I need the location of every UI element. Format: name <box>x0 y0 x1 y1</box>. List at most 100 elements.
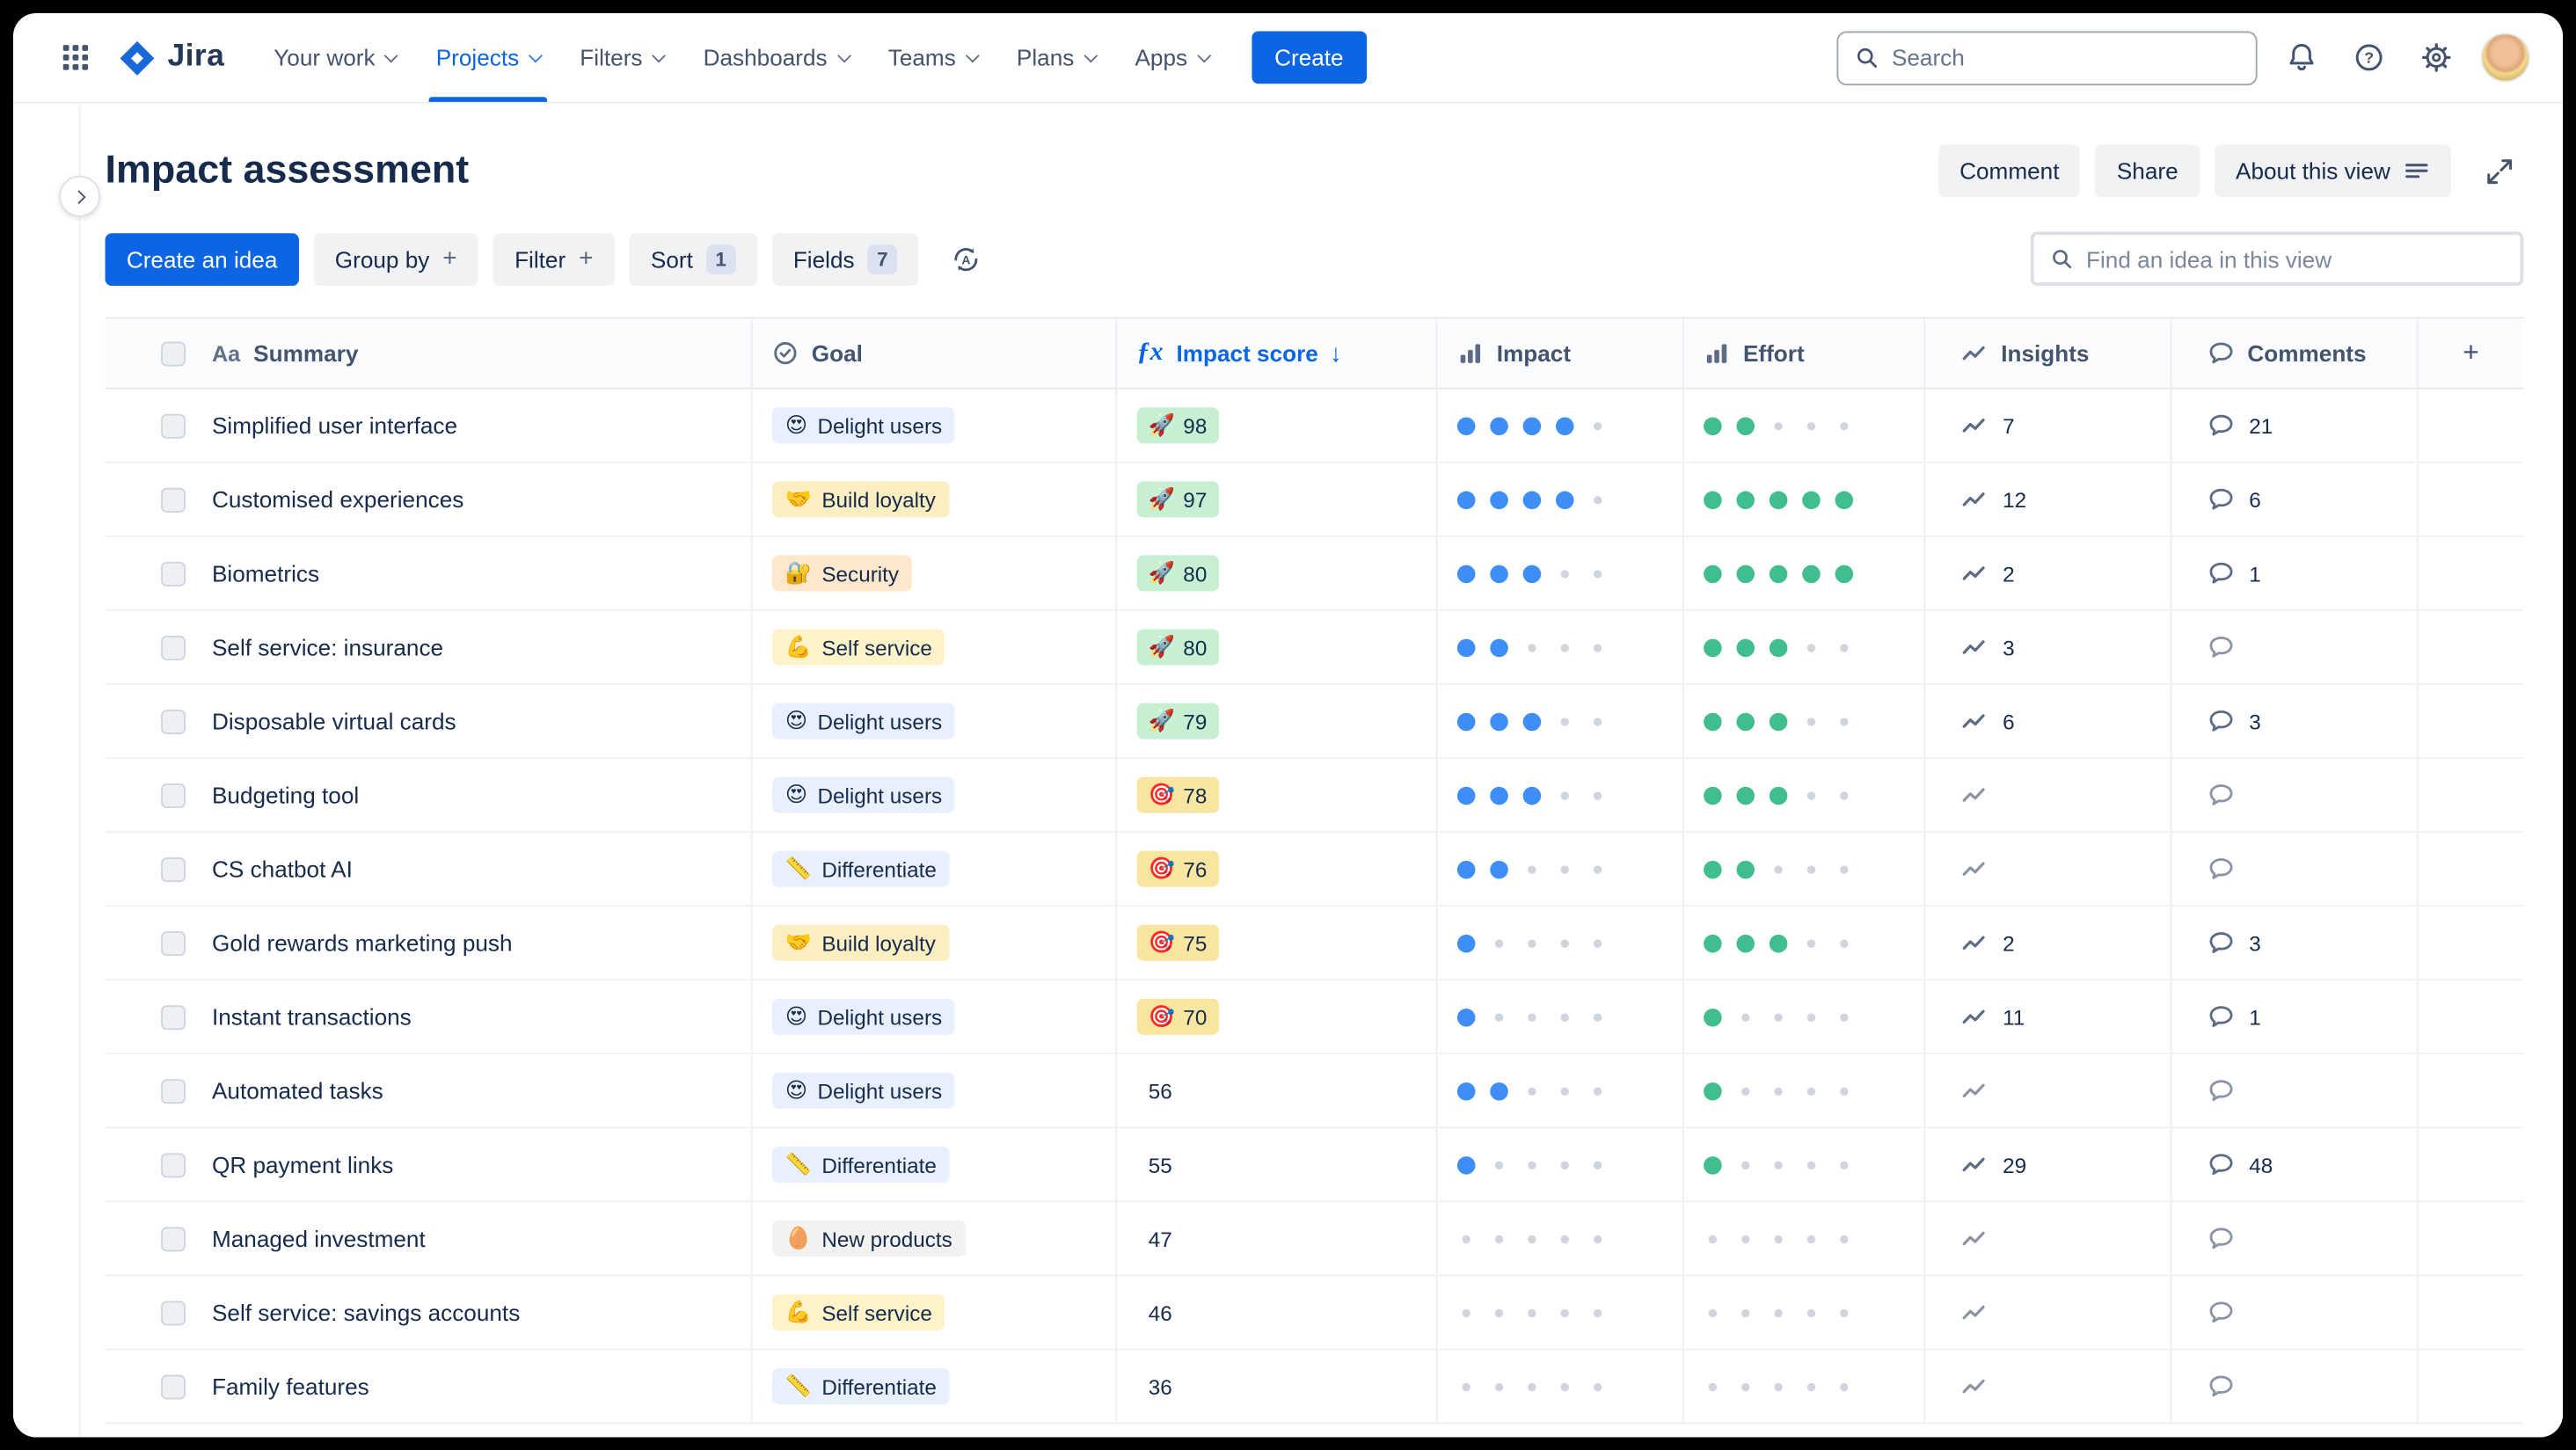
jira-home-link[interactable]: Jira <box>118 39 224 77</box>
row-checkbox[interactable] <box>161 709 186 734</box>
add-column-button[interactable]: + <box>2419 318 2524 387</box>
user-avatar[interactable] <box>2480 33 2530 83</box>
impact-cell[interactable] <box>1438 907 1684 980</box>
auto-sort-button[interactable]: A <box>942 234 991 283</box>
nav-apps[interactable]: Apps <box>1115 13 1229 102</box>
summary-cell[interactable]: Simplified user interface <box>106 389 753 462</box>
comments-cell[interactable] <box>2171 1054 2419 1127</box>
comments-cell[interactable] <box>2171 833 2419 906</box>
table-row[interactable]: CS chatbot AI 📏 Differentiate 🎯 76 <box>105 833 2524 907</box>
table-row[interactable]: Self service: savings accounts 💪 Self serv… <box>105 1276 2524 1351</box>
nav-filters[interactable]: Filters <box>560 13 683 102</box>
effort-cell[interactable] <box>1684 1350 1926 1423</box>
effort-cell[interactable] <box>1684 833 1926 906</box>
effort-cell[interactable] <box>1684 389 1926 462</box>
group-by-button[interactable]: Group by + <box>313 232 478 286</box>
goal-cell[interactable]: 📏 Differentiate <box>753 1350 1118 1423</box>
row-checkbox[interactable] <box>161 856 186 882</box>
row-checkbox[interactable] <box>161 1226 186 1251</box>
table-row[interactable]: Instant transactions 😍 Delight users 🎯 70 11 1 <box>105 980 2524 1055</box>
insights-cell[interactable] <box>1925 1276 2172 1349</box>
insights-cell[interactable] <box>1925 1350 2172 1423</box>
goal-cell[interactable]: 🤝 Build loyalty <box>753 907 1118 980</box>
app-switcher-button[interactable] <box>53 34 99 80</box>
goal-cell[interactable]: 💪 Self service <box>753 610 1118 684</box>
impact-cell[interactable] <box>1438 1202 1684 1275</box>
expand-view-button[interactable] <box>2474 146 2523 195</box>
comments-cell[interactable]: 3 <box>2171 907 2419 980</box>
effort-cell[interactable] <box>1684 1202 1926 1275</box>
impact-score-cell[interactable]: 🎯 76 <box>1117 833 1438 906</box>
row-checkbox[interactable] <box>161 412 186 438</box>
summary-cell[interactable]: Self service: savings accounts <box>106 1276 753 1349</box>
summary-cell[interactable]: Gold rewards marketing push <box>106 907 753 980</box>
effort-cell[interactable] <box>1684 1128 1926 1201</box>
summary-cell[interactable]: Managed investment <box>106 1202 753 1275</box>
impact-cell[interactable] <box>1438 1276 1684 1349</box>
insights-cell[interactable]: 12 <box>1925 463 2172 536</box>
nav-dashboards[interactable]: Dashboards <box>683 13 868 102</box>
summary-cell[interactable]: Instant transactions <box>106 980 753 1053</box>
table-row[interactable]: Automated tasks 😍 Delight users 56 <box>105 1054 2524 1129</box>
goal-cell[interactable]: 🥚 New products <box>753 1202 1118 1275</box>
create-idea-button[interactable]: Create an idea <box>105 232 299 286</box>
comments-cell[interactable]: 3 <box>2171 684 2419 758</box>
about-this-view-button[interactable]: About this view <box>2214 144 2452 198</box>
nav-your-work[interactable]: Your work <box>254 13 416 102</box>
impact-cell[interactable] <box>1438 536 1684 610</box>
insights-cell[interactable]: 29 <box>1925 1128 2172 1201</box>
table-row[interactable]: Self service: insurance 💪 Self service 🚀 80 3 <box>105 610 2524 685</box>
goal-cell[interactable]: 🤝 Build loyalty <box>753 463 1118 536</box>
summary-cell[interactable]: Customised experiences <box>106 463 753 536</box>
find-idea-input[interactable] <box>2086 245 2504 273</box>
settings-button[interactable] <box>2413 34 2459 80</box>
select-all-checkbox[interactable] <box>161 340 186 366</box>
impact-score-cell[interactable]: 🚀 80 <box>1117 610 1438 684</box>
table-row[interactable]: QR payment links 📏 Differentiate 55 29 48 <box>105 1128 2524 1203</box>
row-checkbox[interactable] <box>161 486 186 512</box>
impact-cell[interactable] <box>1438 389 1684 462</box>
insights-column-header[interactable]: Insights <box>1925 318 2172 388</box>
nav-teams[interactable]: Teams <box>868 13 996 102</box>
insights-cell[interactable]: 3 <box>1925 610 2172 684</box>
comments-cell[interactable] <box>2171 610 2419 684</box>
effort-cell[interactable] <box>1684 980 1926 1053</box>
nav-plans[interactable]: Plans <box>996 13 1115 102</box>
summary-column-header[interactable]: Aa Summary <box>106 318 753 388</box>
comments-cell[interactable] <box>2171 1350 2419 1423</box>
goal-cell[interactable]: 😍 Delight users <box>753 389 1118 462</box>
summary-cell[interactable]: CS chatbot AI <box>106 833 753 906</box>
table-row[interactable]: Customised experiences 🤝 Build loyalty 🚀 97 1… <box>105 463 2524 537</box>
summary-cell[interactable]: QR payment links <box>106 1128 753 1201</box>
impact-score-cell[interactable]: 46 <box>1117 1276 1438 1349</box>
impact-cell[interactable] <box>1438 463 1684 536</box>
table-row[interactable]: Gold rewards marketing push 🤝 Build loyalt… <box>105 907 2524 981</box>
impact-cell[interactable] <box>1438 980 1684 1053</box>
effort-cell[interactable] <box>1684 684 1926 758</box>
comments-cell[interactable] <box>2171 1276 2419 1349</box>
sort-descending-icon[interactable]: ↓ <box>1329 339 1342 368</box>
effort-cell[interactable] <box>1684 610 1926 684</box>
comments-column-header[interactable]: Comments <box>2171 318 2419 388</box>
share-button[interactable]: Share <box>2095 144 2200 198</box>
impact-cell[interactable] <box>1438 1054 1684 1127</box>
impact-cell[interactable] <box>1438 759 1684 832</box>
fields-button[interactable]: Fields 7 <box>771 232 919 286</box>
goal-column-header[interactable]: Goal <box>753 318 1118 388</box>
impact-cell[interactable] <box>1438 610 1684 684</box>
impact-column-header[interactable]: Impact <box>1438 318 1684 388</box>
insights-cell[interactable]: 2 <box>1925 536 2172 610</box>
goal-cell[interactable]: 📏 Differentiate <box>753 833 1118 906</box>
effort-column-header[interactable]: Effort <box>1684 318 1926 388</box>
table-row[interactable]: Managed investment 🥚 New products 47 <box>105 1202 2524 1277</box>
comments-cell[interactable]: 48 <box>2171 1128 2419 1201</box>
impact-score-cell[interactable]: 55 <box>1117 1128 1438 1201</box>
row-checkbox[interactable] <box>161 1300 186 1325</box>
row-checkbox[interactable] <box>161 930 186 956</box>
row-checkbox[interactable] <box>161 560 186 586</box>
insights-cell[interactable] <box>1925 759 2172 832</box>
impact-score-cell[interactable]: 🎯 78 <box>1117 759 1438 832</box>
insights-cell[interactable] <box>1925 1202 2172 1275</box>
impact-cell[interactable] <box>1438 833 1684 906</box>
impact-score-cell[interactable]: 🚀 79 <box>1117 684 1438 758</box>
